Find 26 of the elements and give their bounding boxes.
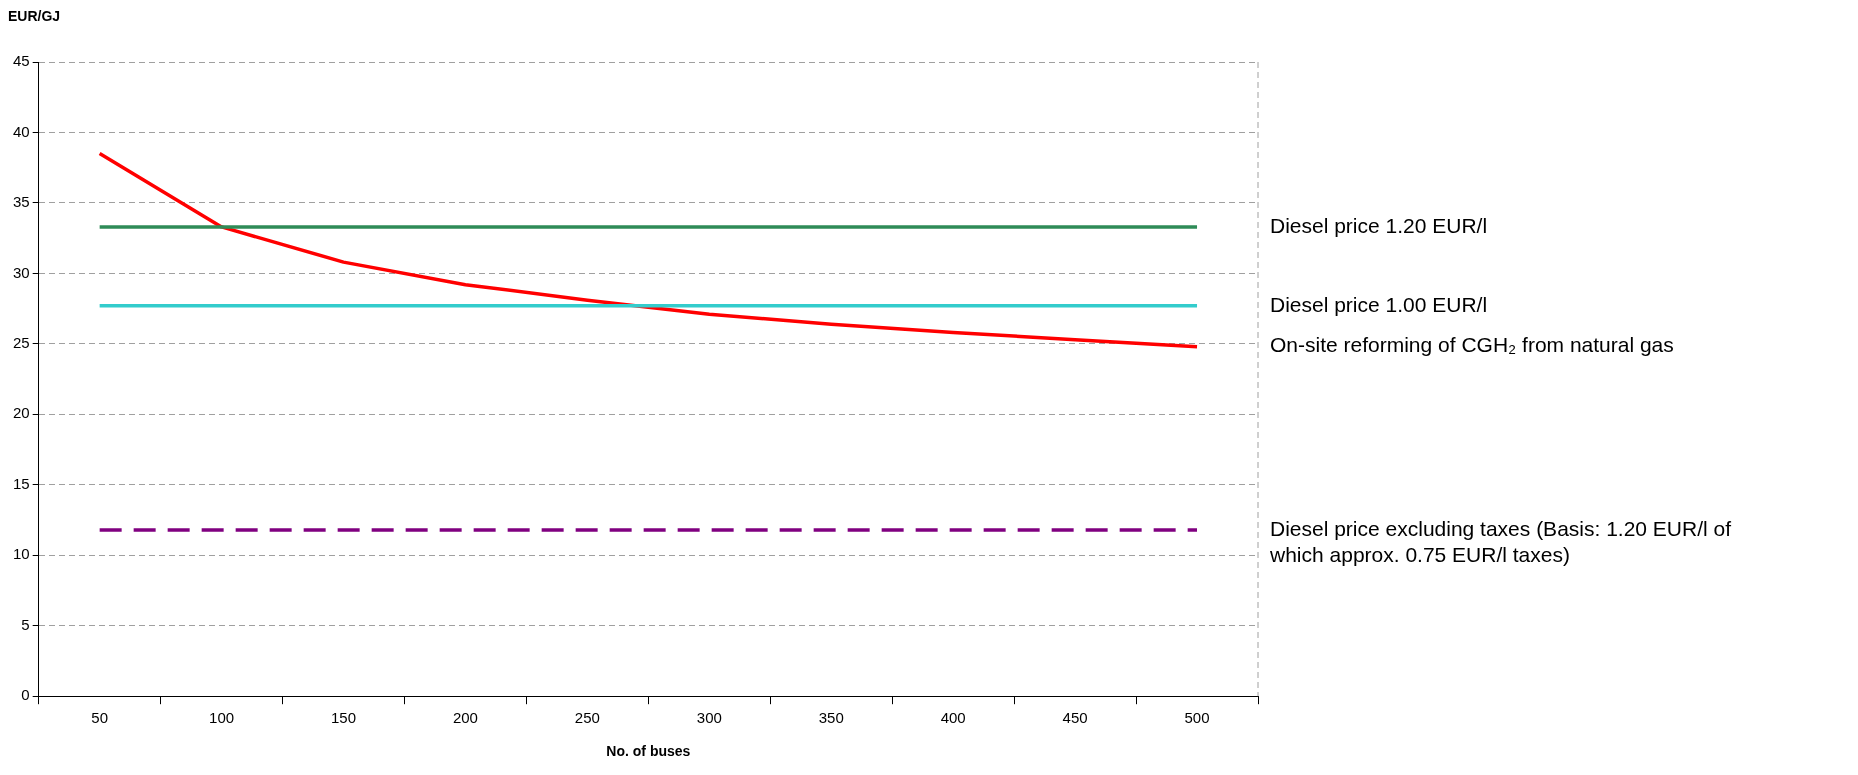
y-tick-label: 35 [13, 193, 30, 211]
y-tick-label: 40 [13, 122, 30, 140]
x-tick-label: 250 [574, 709, 600, 727]
text: Diesel price 1.20 EUR/l [1270, 213, 1488, 237]
x-tick-label: 500 [1184, 709, 1210, 727]
x-tick-label: 200 [452, 709, 478, 727]
y-tick-label: 30 [13, 263, 30, 281]
x-tick-label: 400 [940, 709, 966, 727]
y-tick-label: 20 [13, 404, 30, 422]
x-tick-label: 50 [91, 709, 108, 727]
y-tick-label: 5 [21, 615, 30, 633]
y-tick-label: 15 [13, 474, 30, 492]
y-tick-label: 0 [21, 686, 30, 704]
text: Diesel price excluding taxes (Basis: 1.20 EUR/l of which approx. 0.75 EUR/l taxes) [1269, 516, 1732, 566]
text: On-site reforming of CGH₂ from natural gas [1270, 333, 1674, 357]
x-tick-label: 350 [818, 709, 844, 727]
x-tick-label: 100 [209, 709, 235, 727]
y-tick-label: 45 [13, 52, 30, 70]
y-tick-label: 25 [13, 334, 30, 352]
x-axis-title: No. of buses [606, 743, 691, 760]
y-tick-label: 10 [13, 545, 30, 563]
y-axis-title: EUR/GJ [8, 7, 61, 24]
x-tick-label: 300 [696, 709, 722, 727]
x-tick-label: 150 [331, 709, 357, 727]
text: Diesel price 1.00 EUR/l [1270, 292, 1488, 316]
x-tick-label: 450 [1062, 709, 1088, 727]
